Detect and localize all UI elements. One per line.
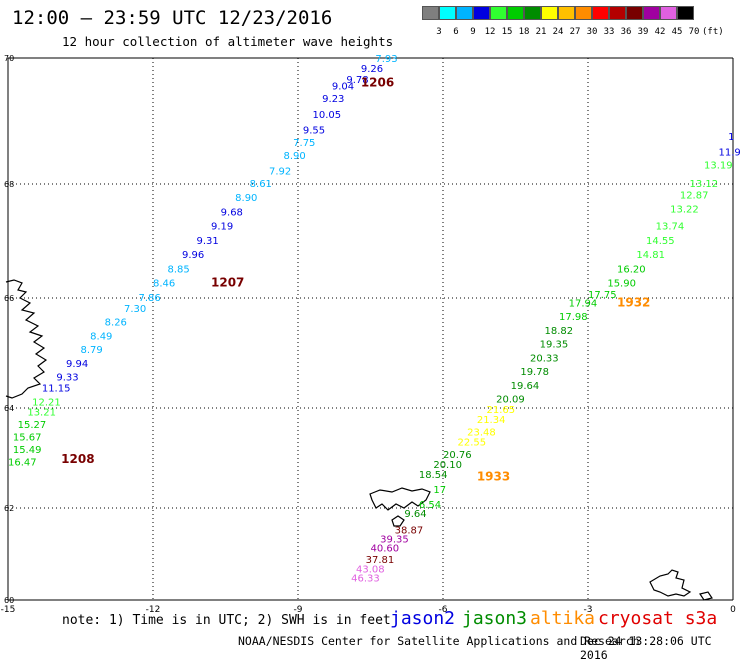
wave-height-value: 8.85	[168, 264, 190, 275]
latitude-tick-label: 66	[4, 294, 14, 303]
satellite-legend-entry: cryosat s3a	[598, 608, 717, 629]
norway-coastline	[650, 570, 690, 596]
wave-height-value: 19.78	[520, 367, 549, 378]
lat-lon-grid	[8, 58, 733, 600]
norway-islet	[700, 592, 712, 600]
wave-height-value: 22.55	[458, 438, 487, 449]
wave-height-value: 8.90	[235, 193, 257, 204]
wave-height-value: 40.60	[371, 544, 400, 555]
longitude-tick-label: -15	[1, 605, 16, 615]
track-time-label: 1208	[61, 452, 94, 466]
wave-height-value: 20.33	[530, 353, 559, 364]
wave-height-value: 13.22	[670, 205, 699, 216]
wave-height-value: 8.61	[250, 179, 272, 190]
wave-height-value: 8.49	[90, 331, 112, 342]
wave-height-value: 9.26	[361, 64, 383, 75]
wave-height-value: 19.35	[540, 340, 569, 351]
wave-height-value: 14.55	[646, 236, 675, 247]
latitude-tick-label: 62	[4, 504, 14, 513]
latitude-tick-label: 60	[4, 596, 14, 605]
wave-height-value: 8.26	[105, 318, 127, 329]
wave-height-value: 16.47	[8, 458, 37, 469]
track-time-label: 1207	[211, 276, 244, 290]
wave-height-value: 9.33	[56, 373, 78, 384]
wave-height-value: 9.31	[197, 236, 219, 247]
wave-height-value: 9.55	[303, 126, 325, 137]
wave-height-value: 9.04	[332, 82, 354, 93]
track-time-label: 1932	[617, 295, 650, 309]
wave-height-value: 15.49	[13, 445, 42, 456]
wave-height-value: 13.19	[704, 160, 733, 171]
wave-height-value: 11.9	[719, 148, 740, 159]
longitude-tick-label: 0	[730, 605, 736, 615]
wave-height-value: 17	[433, 485, 446, 496]
wave-height-value: 15.27	[18, 420, 47, 431]
wave-height-value: 8.90	[284, 151, 306, 162]
wave-height-value: 9.23	[322, 94, 344, 105]
wave-height-value: 19.64	[511, 381, 540, 392]
footnote: note: 1) Time is in UTC; 2) SWH is in fe…	[62, 613, 391, 628]
wave-height-value: 20.09	[496, 395, 525, 406]
wave-height-value: 8.79	[81, 345, 103, 356]
wave-height-value: 15.67	[13, 433, 42, 444]
wave-height-value: 15.90	[607, 279, 636, 290]
latitude-tick-label: 68	[4, 180, 14, 189]
track-time-label: 1933	[477, 470, 510, 484]
latitude-tick-label: 70	[4, 54, 14, 63]
latitude-tick-label: 64	[4, 404, 14, 413]
wave-height-value: 9.94	[66, 359, 88, 370]
wave-height-value: 14.81	[636, 250, 665, 261]
wave-height-value: 17.98	[559, 312, 588, 323]
wave-height-value: 9.64	[404, 509, 426, 520]
wave-height-value: 18.54	[419, 470, 448, 481]
wave-height-value: 46.33	[351, 574, 380, 585]
track-time-labels: 1206 1207 1208 1932 1933	[61, 75, 650, 483]
wave-height-value: 7.30	[124, 304, 146, 315]
wave-height-value: 1	[728, 132, 734, 143]
wave-height-value: 9.68	[221, 207, 243, 218]
wave-height-value: 13.12	[690, 179, 719, 190]
wave-height-value: 8.46	[153, 279, 175, 290]
wave-height-value: 13.21	[27, 408, 56, 419]
wave-height-value: 11.15	[42, 384, 71, 395]
credit-date: Dec 24 13:28:06 UTC 2016	[580, 634, 740, 662]
wave-height-value: 7.86	[139, 293, 161, 304]
wave-height-value: 9.96	[182, 250, 204, 261]
wave-height-value: 9.19	[211, 222, 233, 233]
wave-height-value: 18.82	[545, 326, 574, 337]
satellite-legend-entry: jason2	[390, 608, 455, 629]
wave-height-value: 17.94	[569, 298, 598, 309]
wave-height-value: 21.34	[477, 415, 506, 426]
wave-height-value: 13.74	[656, 222, 685, 233]
track-time-label: 1206	[361, 75, 394, 89]
satellite-legend-entry: jason3	[462, 608, 527, 629]
wave-height-value: 10.05	[313, 110, 342, 121]
wave-height-value: 16.20	[617, 264, 646, 275]
wave-height-value: 7.92	[269, 167, 291, 178]
satellite-legend-entry: altika	[530, 608, 595, 629]
wave-height-value: 12.87	[680, 190, 709, 201]
wave-height-value: 7.75	[293, 138, 315, 149]
